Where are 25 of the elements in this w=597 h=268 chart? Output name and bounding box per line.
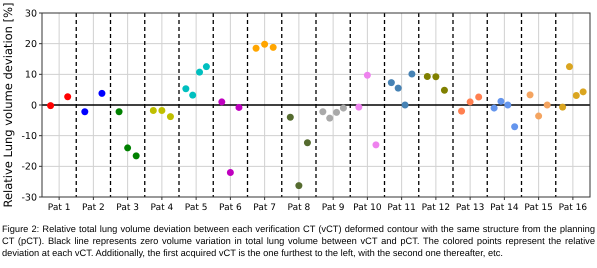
x-tick-label: Pat 6 <box>219 203 242 213</box>
y-axis-title: Relative Lung volume deviation [%] <box>1 2 15 208</box>
y-tick-label: 20 <box>24 38 37 50</box>
y-tick-label: 30 <box>24 8 37 20</box>
x-tick-label: Pat 13 <box>456 203 484 213</box>
x-tick-label: Pat 4 <box>150 203 174 213</box>
x-tick-label: Pat 16 <box>558 203 588 213</box>
y-tick-label: -30 <box>21 192 37 204</box>
caption: Figure 2: Relative total lung volume deviation between each verification CT (vCT) deformed contour with the same structure from the planning CT (pCT). Black line represents zero volume variation in total lung volume between vCT and pCT. The colored points represent the relative deviation at each vCT. Additionally, the first acquired vCT is the one furthest to the left, with the second one thereafter, etc. <box>1 223 596 259</box>
x-tick-label: Pat 9 <box>322 203 345 213</box>
x-tick-label: Pat 14 <box>490 203 519 213</box>
y-tick-label: -10 <box>21 130 37 142</box>
x-tick-label: Pat 10 <box>353 203 382 213</box>
x-tick-label: Pat 15 <box>524 203 553 213</box>
x-tick-label: Pat 1 <box>48 203 70 213</box>
x-tick-label: Pat 5 <box>184 203 208 213</box>
y-tick-label: -20 <box>21 162 37 173</box>
y-tick-label: 0 <box>30 100 37 112</box>
x-tick-label: Pat 7 <box>253 203 276 213</box>
x-tick-label: Pat 11 <box>387 203 416 213</box>
x-tick-label: Pat 3 <box>116 203 139 213</box>
x-tick-label: Pat 12 <box>422 203 450 213</box>
x-tick-label: Pat 2 <box>82 203 105 213</box>
x-tick-label: Pat 8 <box>288 203 310 213</box>
y-tick-label: 10 <box>24 70 37 81</box>
